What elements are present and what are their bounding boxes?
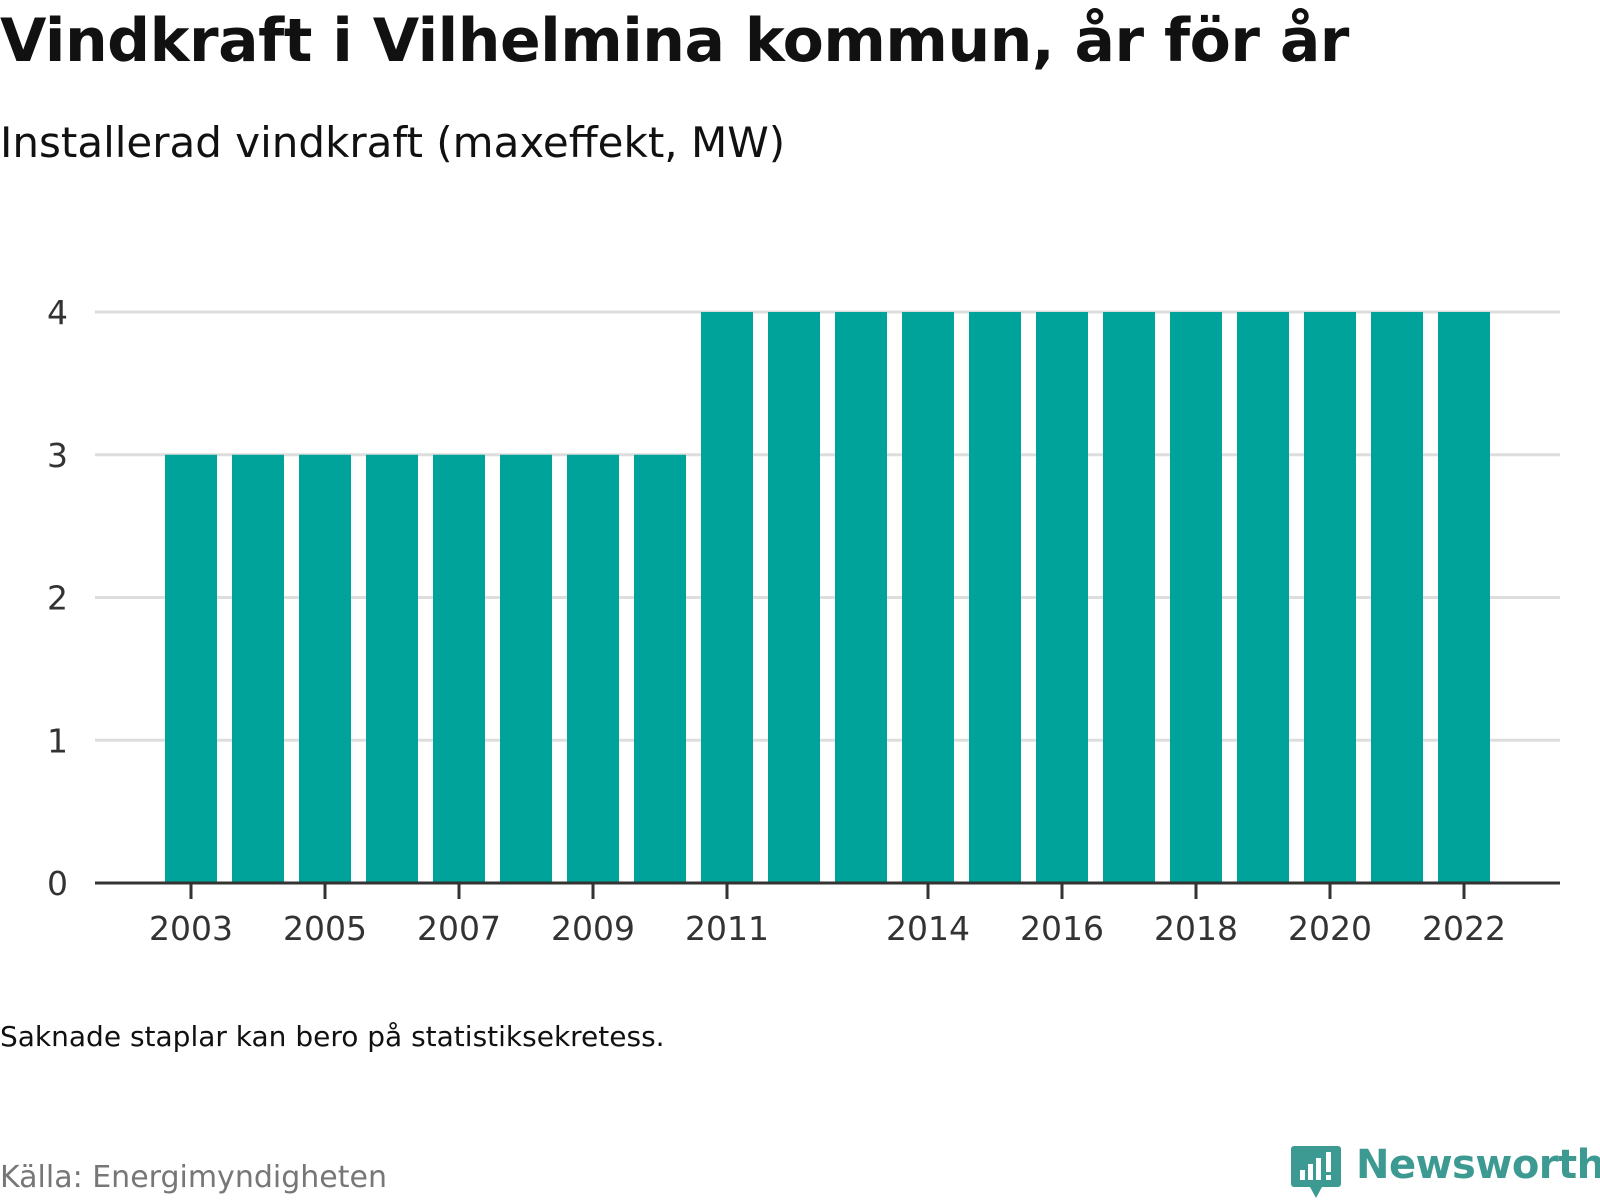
bar-2010 <box>634 454 686 883</box>
newsworthy-logo-icon <box>1291 1146 1341 1198</box>
bar-2017 <box>1103 312 1155 883</box>
bar-2004 <box>232 454 284 883</box>
bar-2020 <box>1304 312 1356 883</box>
x-tick-label: 2009 <box>551 909 635 948</box>
footnote: Saknade staplar kan bero på statistiksek… <box>0 1020 665 1053</box>
bar-2007 <box>433 454 485 883</box>
bar-2003 <box>165 454 217 883</box>
bar-2008 <box>500 454 552 883</box>
bar-2012 <box>768 312 820 883</box>
y-tick-label: 2 <box>47 579 68 618</box>
x-tick-label: 2003 <box>149 909 233 948</box>
y-tick-label: 0 <box>47 864 68 903</box>
source-text: Källa: Energimyndigheten <box>0 1160 387 1195</box>
y-axis-labels: 0 1 2 3 4 <box>47 293 68 903</box>
bar-2006 <box>366 454 418 883</box>
bar-2018 <box>1170 312 1222 883</box>
x-tick-label: 2018 <box>1154 909 1238 948</box>
chart-subtitle: Installerad vindkraft (maxeffekt, MW) <box>0 118 786 167</box>
bar-2011 <box>701 312 753 883</box>
x-tick-label: 2022 <box>1422 909 1506 948</box>
x-tick-label: 2014 <box>886 909 970 948</box>
y-tick-label: 3 <box>47 436 68 475</box>
x-tick-label: 2016 <box>1020 909 1104 948</box>
y-tick-label: 1 <box>47 721 68 760</box>
bar-2021 <box>1371 312 1423 883</box>
brand-name: Newsworthy <box>1356 1142 1600 1188</box>
bar-2022 <box>1438 312 1490 883</box>
x-tick-label: 2020 <box>1288 909 1372 948</box>
bar-2014 <box>902 312 954 883</box>
bar-2005 <box>299 454 351 883</box>
bars <box>165 312 1490 883</box>
x-tick-label: 2007 <box>417 909 501 948</box>
bar-2016 <box>1036 312 1088 883</box>
chart-title: Vindkraft i Vilhelmina kommun, år för år <box>0 6 1349 76</box>
bar-2019 <box>1237 312 1289 883</box>
bar-2015 <box>969 312 1021 883</box>
bar-2013 <box>835 312 887 883</box>
x-tick-label: 2011 <box>685 909 769 948</box>
brand-logo: Newsworthy <box>1290 1140 1600 1200</box>
x-tick-label: 2005 <box>283 909 367 948</box>
y-tick-label: 4 <box>47 293 68 332</box>
x-axis <box>95 881 1560 899</box>
bar-2009 <box>567 454 619 883</box>
x-axis-labels: 2003 2005 2007 2009 2011 2014 2016 2018 2020 2022 <box>149 909 1506 948</box>
